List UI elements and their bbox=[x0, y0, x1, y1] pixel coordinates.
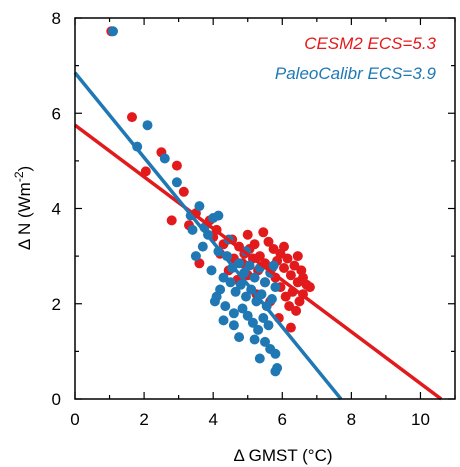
y-axis-title: Δ N (Wm-2) bbox=[12, 166, 34, 250]
legend-entry-paleocalibr: PaleoCalibr ECS=3.9 bbox=[275, 64, 437, 83]
data-point-series-1-18 bbox=[244, 260, 255, 271]
y-tick-label-6: 6 bbox=[52, 104, 61, 123]
data-point-series-1-32 bbox=[266, 294, 277, 304]
y-tick-label-0: 0 bbox=[52, 390, 61, 409]
legend: CESM2 ECS=5.3 PaleoCalibr ECS=3.9 bbox=[275, 34, 437, 83]
data-point-series-1-23 bbox=[270, 282, 281, 293]
data-point-series-1-38 bbox=[253, 324, 264, 335]
data-point-series-0-48 bbox=[291, 305, 302, 316]
x-tick-label-0: 0 bbox=[70, 410, 79, 429]
plot-area bbox=[73, 26, 443, 401]
data-point-series-0-52 bbox=[258, 227, 269, 238]
y-axis-title-main: Δ N (Wm bbox=[15, 182, 34, 250]
y-tick-label-4: 4 bbox=[52, 200, 61, 219]
data-point-series-0-20 bbox=[263, 236, 274, 247]
y-axis-title-superscript: -2 bbox=[12, 171, 26, 182]
data-point-series-1-49 bbox=[270, 348, 281, 359]
data-point-series-1-19 bbox=[249, 272, 260, 283]
y-tick-label-2: 2 bbox=[52, 295, 61, 314]
y-tick-label-8: 8 bbox=[52, 9, 61, 28]
data-point-series-1-41 bbox=[228, 308, 239, 319]
data-point-series-1-59 bbox=[218, 315, 229, 326]
data-point-series-1-57 bbox=[213, 210, 224, 221]
x-tick-label-4: 4 bbox=[208, 410, 217, 429]
data-point-series-0-1 bbox=[127, 112, 137, 123]
data-point-series-1-24 bbox=[225, 277, 236, 288]
data-point-series-1-25 bbox=[230, 286, 241, 297]
x-tick-label-10: 10 bbox=[411, 410, 430, 429]
data-point-series-0-5 bbox=[178, 186, 189, 197]
data-point-series-0-57 bbox=[292, 251, 303, 262]
regression-line-series-1 bbox=[73, 71, 343, 401]
y-axis-title-close: ) bbox=[15, 166, 34, 172]
data-point-series-1-42 bbox=[220, 301, 231, 312]
x-tick-label-6: 6 bbox=[278, 410, 287, 429]
data-point-series-1-58 bbox=[197, 241, 208, 252]
y-axis: 0 2 4 6 8 bbox=[52, 9, 455, 409]
data-point-series-0-24 bbox=[279, 263, 289, 273]
data-point-series-0-32 bbox=[294, 296, 305, 307]
data-point-series-1-21 bbox=[260, 277, 270, 288]
data-point-series-1-36 bbox=[242, 310, 253, 321]
data-point-series-0-16 bbox=[242, 229, 253, 240]
data-point-series-1-13 bbox=[206, 265, 217, 276]
data-point-series-1-4 bbox=[171, 177, 182, 188]
data-point-series-1-40 bbox=[263, 320, 274, 331]
x-tick-label-8: 8 bbox=[347, 410, 356, 429]
data-point-series-1-26 bbox=[235, 279, 246, 290]
data-point-series-0-51 bbox=[279, 241, 289, 252]
data-point-series-0-49 bbox=[285, 322, 296, 333]
x-axis-title: Δ GMST (°C) bbox=[233, 446, 332, 465]
data-point-series-0-2 bbox=[140, 166, 151, 177]
data-point-series-1-50 bbox=[254, 353, 265, 364]
data-point-series-1-52 bbox=[270, 366, 281, 377]
x-tick-label-2: 2 bbox=[139, 410, 148, 429]
data-point-series-1-45 bbox=[234, 332, 245, 343]
data-point-series-0-4 bbox=[171, 160, 182, 171]
data-point-series-0-50 bbox=[298, 272, 308, 283]
data-point-series-1-0 bbox=[108, 26, 118, 37]
data-point-series-1-37 bbox=[247, 317, 258, 328]
data-point-series-0-10 bbox=[166, 215, 177, 226]
legend-entry-cesm2: CESM2 ECS=5.3 bbox=[304, 34, 436, 53]
data-point-series-0-25 bbox=[282, 253, 293, 264]
data-point-series-1-12 bbox=[190, 251, 201, 262]
regression-line-series-0 bbox=[73, 123, 443, 401]
data-point-series-1-44 bbox=[228, 320, 239, 331]
data-point-series-0-35 bbox=[280, 291, 291, 302]
data-point-series-1-53 bbox=[209, 296, 220, 307]
data-point-series-1-46 bbox=[249, 334, 260, 345]
data-point-series-1-33 bbox=[218, 272, 229, 283]
data-point-series-0-26 bbox=[285, 270, 296, 281]
data-point-series-1-5 bbox=[194, 201, 205, 212]
x-axis: 0 2 4 6 8 10 bbox=[70, 18, 456, 429]
data-point-series-1-8 bbox=[187, 224, 198, 235]
data-point-series-1-47 bbox=[260, 336, 270, 347]
data-point-series-1-16 bbox=[234, 258, 245, 269]
data-point-series-1-27 bbox=[241, 291, 251, 302]
data-point-series-1-3 bbox=[159, 153, 170, 164]
data-point-series-0-56 bbox=[304, 282, 315, 293]
data-point-series-1-39 bbox=[258, 313, 269, 323]
data-point-series-1-1 bbox=[142, 120, 153, 131]
data-point-series-1-35 bbox=[237, 303, 248, 314]
data-point-series-1-55 bbox=[268, 260, 279, 271]
